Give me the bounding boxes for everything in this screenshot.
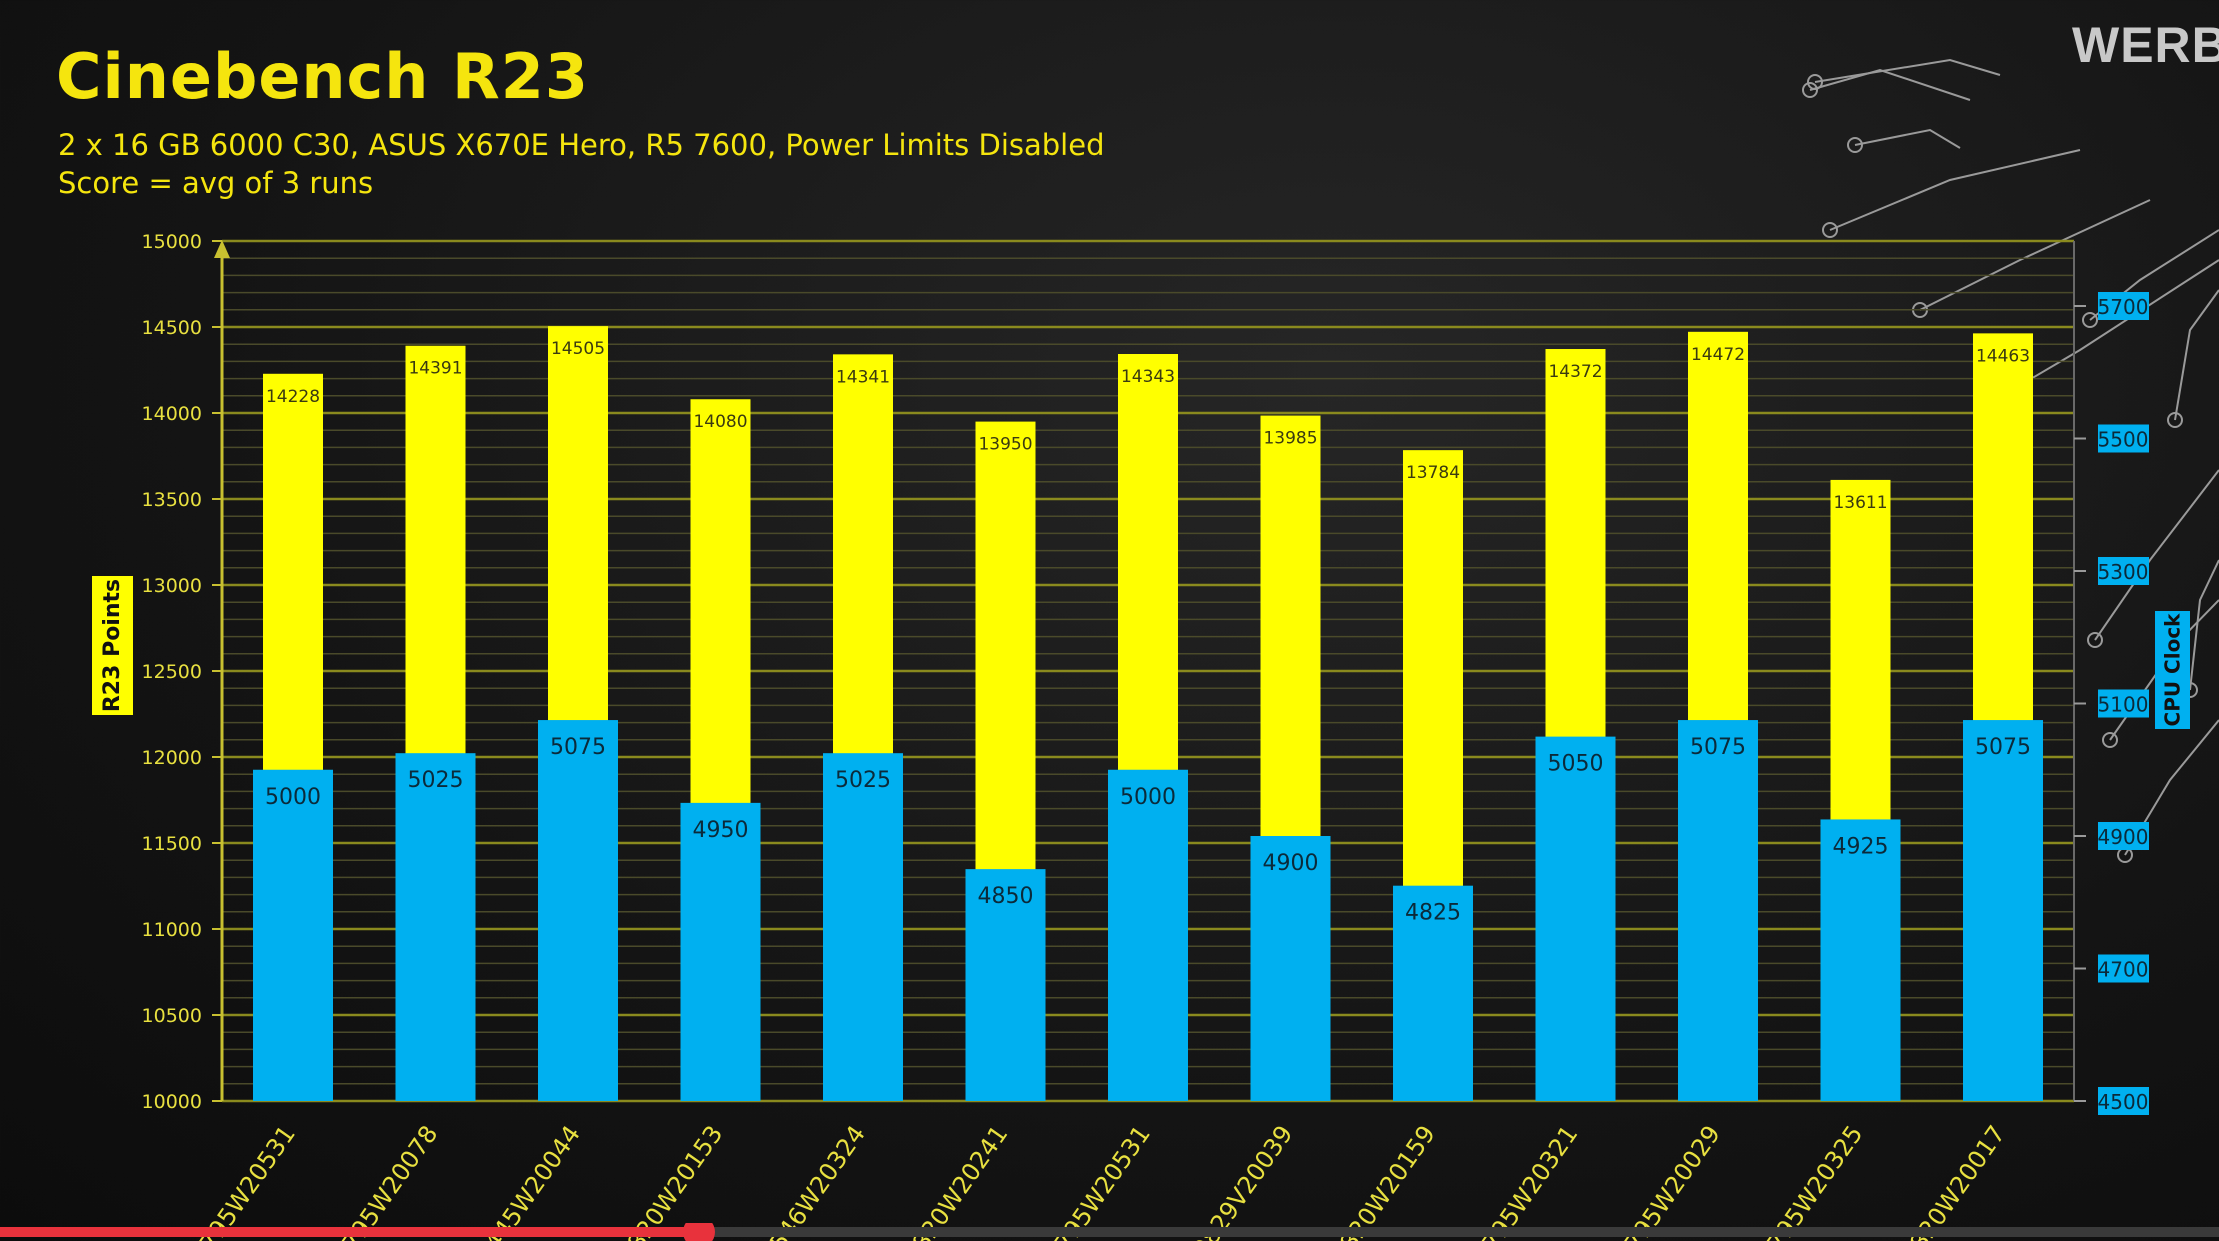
y2-tick-box xyxy=(2098,292,2149,320)
clock-bar xyxy=(1108,769,1188,1101)
y-axis-label: R23 Points xyxy=(92,576,133,715)
y-tick-label: 13000 xyxy=(142,575,202,597)
clock-bar-label: 4825 xyxy=(1405,901,1461,926)
clock-bar xyxy=(1535,736,1616,1101)
clock-bar xyxy=(538,720,618,1101)
circuit-trace xyxy=(2174,289,2219,421)
clock-bar xyxy=(253,769,333,1101)
score-bar-label: 13784 xyxy=(1406,463,1460,483)
clock-bar-label: 4925 xyxy=(1833,834,1889,859)
y-tick-label: 14000 xyxy=(142,403,202,425)
axes: 10000 10500 11000 11500 12000 12500 13000 13500… xyxy=(142,231,2149,1115)
clock-bar-label: 5025 xyxy=(408,768,464,793)
bars: 14228 5000 14391 5025 14505 5075 14080 4950 1434… xyxy=(253,326,2043,1102)
score-bar-label: 14343 xyxy=(1121,367,1175,387)
score-bar-label: 14080 xyxy=(693,412,747,432)
seek-handle xyxy=(682,1223,715,1241)
y2-tick-label: 5700 xyxy=(2098,295,2149,319)
logo: WERBE xyxy=(2072,17,2219,73)
circuit-pad xyxy=(2087,632,2103,648)
score-bar-label: 14472 xyxy=(1691,345,1745,365)
clock-bar-label: 4850 xyxy=(978,884,1034,909)
y-tick-label: 10000 xyxy=(142,1091,202,1113)
circuit-trace xyxy=(2094,469,2219,641)
circuit-pad xyxy=(1847,137,1863,153)
score-bar-label: 14505 xyxy=(551,339,605,359)
y-axis-arrow xyxy=(214,240,230,258)
chart-subtitle-note: Score = avg of 3 runs xyxy=(58,166,374,200)
y-tick-label: 12500 xyxy=(142,661,202,683)
score-bar-label: 14391 xyxy=(408,359,462,379)
clock-bar xyxy=(1678,720,1758,1101)
y2-tick-label: 4700 xyxy=(2098,958,2149,982)
y-tick-label: 11000 xyxy=(142,919,202,941)
circuit-pad xyxy=(1822,222,1838,238)
clock-bar xyxy=(1250,836,1331,1101)
clock-bar-label: 5075 xyxy=(1690,735,1746,760)
y-tick-label: 12000 xyxy=(142,747,202,769)
circuit-pad xyxy=(1802,82,1818,98)
y2-tick-label: 5500 xyxy=(2098,428,2149,452)
circuit-pad xyxy=(2082,312,2098,328)
chart-title: Cinebench R23 xyxy=(56,40,590,113)
clock-bar-label: 4950 xyxy=(693,818,749,843)
clock-bar xyxy=(1393,885,1473,1101)
y2-tick-box xyxy=(2098,689,2149,718)
circuit-pad xyxy=(2167,412,2183,428)
clock-bar-label: 5075 xyxy=(1975,735,2031,760)
y2-axis-label: CPU Clock xyxy=(2155,611,2190,729)
y-tick-label: 13500 xyxy=(142,489,202,511)
y2-tick-box xyxy=(2098,954,2149,983)
clock-bar xyxy=(1820,819,1901,1101)
score-bar-label: 13950 xyxy=(978,435,1032,455)
clock-bar xyxy=(680,802,761,1101)
y-tick-label: 11500 xyxy=(142,833,202,855)
circuit-pad xyxy=(2102,732,2118,748)
clock-bar-label: 4900 xyxy=(1263,851,1319,876)
clock-bar-label: 5050 xyxy=(1548,752,1604,777)
y2-tick-box xyxy=(2098,557,2149,585)
y-tick-label: 15000 xyxy=(142,231,202,253)
video-seek-bar[interactable] xyxy=(0,1223,2219,1241)
clock-bar-label: 5000 xyxy=(265,785,321,810)
circuit-trace xyxy=(2189,559,2219,691)
clock-bar xyxy=(1963,720,2043,1101)
clock-bar xyxy=(823,753,903,1101)
y-tick-label: 14500 xyxy=(142,317,202,339)
seek-track xyxy=(0,1227,2219,1237)
score-bar-label: 14372 xyxy=(1548,362,1602,382)
y2-tick-box xyxy=(2098,1087,2149,1115)
score-bar-label: 13611 xyxy=(1833,493,1887,513)
clock-bar-label: 5000 xyxy=(1120,785,1176,810)
score-bar-label: 13985 xyxy=(1263,429,1317,449)
chart-subtitle: 2 x 16 GB 6000 C30, ASUS X670E Hero, R5 … xyxy=(58,128,1105,162)
y2-tick-label: 5300 xyxy=(2098,560,2149,584)
y2-tick-box xyxy=(2098,424,2149,453)
clock-bar-label: 5025 xyxy=(835,768,891,793)
circuit-trace xyxy=(1809,68,1971,101)
score-bar-label: 14463 xyxy=(1976,346,2030,366)
score-bar-label: 14228 xyxy=(266,387,320,407)
circuit-trace xyxy=(1814,58,2001,83)
circuit-trace xyxy=(1854,128,1961,149)
y2-tick-label: 4500 xyxy=(2098,1090,2149,1114)
y2-tick-label: 5100 xyxy=(2098,693,2149,717)
clock-bar xyxy=(395,753,476,1101)
y-tick-label: 10500 xyxy=(142,1005,202,1027)
y2-tick-label: 4900 xyxy=(2098,825,2149,849)
clock-bar-label: 5075 xyxy=(550,735,606,760)
seek-progress xyxy=(0,1227,699,1237)
y2-tick-box xyxy=(2098,822,2149,850)
score-bar-label: 14341 xyxy=(836,367,890,387)
clock-bar xyxy=(965,869,1046,1101)
circuit-trace xyxy=(1829,149,2081,231)
